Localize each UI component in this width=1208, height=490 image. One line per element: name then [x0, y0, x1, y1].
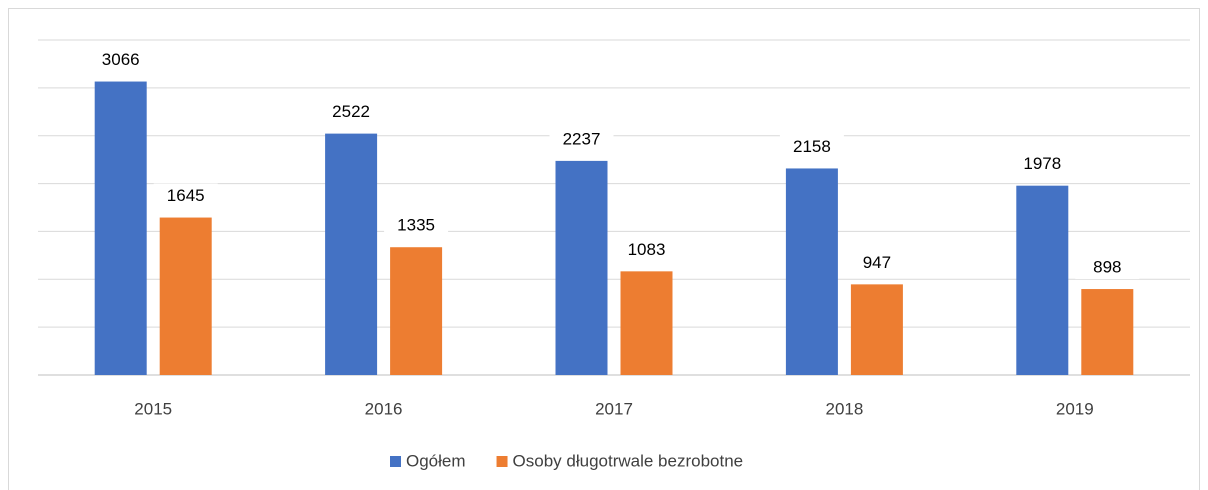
- legend-label: Ogółem: [406, 451, 466, 470]
- data-label: 1083: [628, 240, 666, 259]
- x-tick-label: 2019: [1056, 399, 1094, 418]
- data-label: 3066: [102, 50, 140, 69]
- bar: [390, 247, 443, 375]
- x-tick-label: 2015: [134, 399, 172, 418]
- x-tick-label: 2017: [595, 399, 633, 418]
- label-bg: [153, 183, 218, 208]
- data-label: 898: [1093, 258, 1121, 277]
- label-bg: [549, 126, 614, 151]
- bar: [785, 168, 838, 375]
- bar: [94, 81, 147, 375]
- label-bg: [614, 237, 679, 262]
- x-tick-label: 2018: [825, 399, 863, 418]
- bar: [159, 217, 212, 375]
- bar: [620, 271, 673, 375]
- x-tick-label: 2016: [365, 399, 403, 418]
- label-bg: [779, 134, 844, 159]
- label-bg: [384, 213, 449, 238]
- label-bg: [88, 47, 153, 72]
- legend-label: Osoby długotrwale bezrobotne: [513, 451, 744, 470]
- bar: [325, 133, 378, 375]
- legend-swatch: [496, 456, 508, 467]
- data-label: 2158: [793, 137, 831, 156]
- data-label: 1645: [167, 186, 205, 205]
- bar: [850, 284, 903, 375]
- bar: [1016, 185, 1069, 375]
- data-label: 1335: [397, 216, 435, 235]
- label-bg: [1010, 151, 1075, 176]
- label-bg: [844, 250, 909, 275]
- bar: [555, 160, 608, 375]
- label-bg: [1075, 255, 1140, 280]
- data-label: 1978: [1023, 154, 1061, 173]
- data-label: 2237: [563, 129, 601, 148]
- label-bg: [319, 99, 384, 124]
- legend-swatch: [390, 456, 401, 467]
- bar: [1081, 289, 1134, 375]
- data-label: 947: [863, 253, 891, 272]
- data-label: 2522: [332, 102, 370, 121]
